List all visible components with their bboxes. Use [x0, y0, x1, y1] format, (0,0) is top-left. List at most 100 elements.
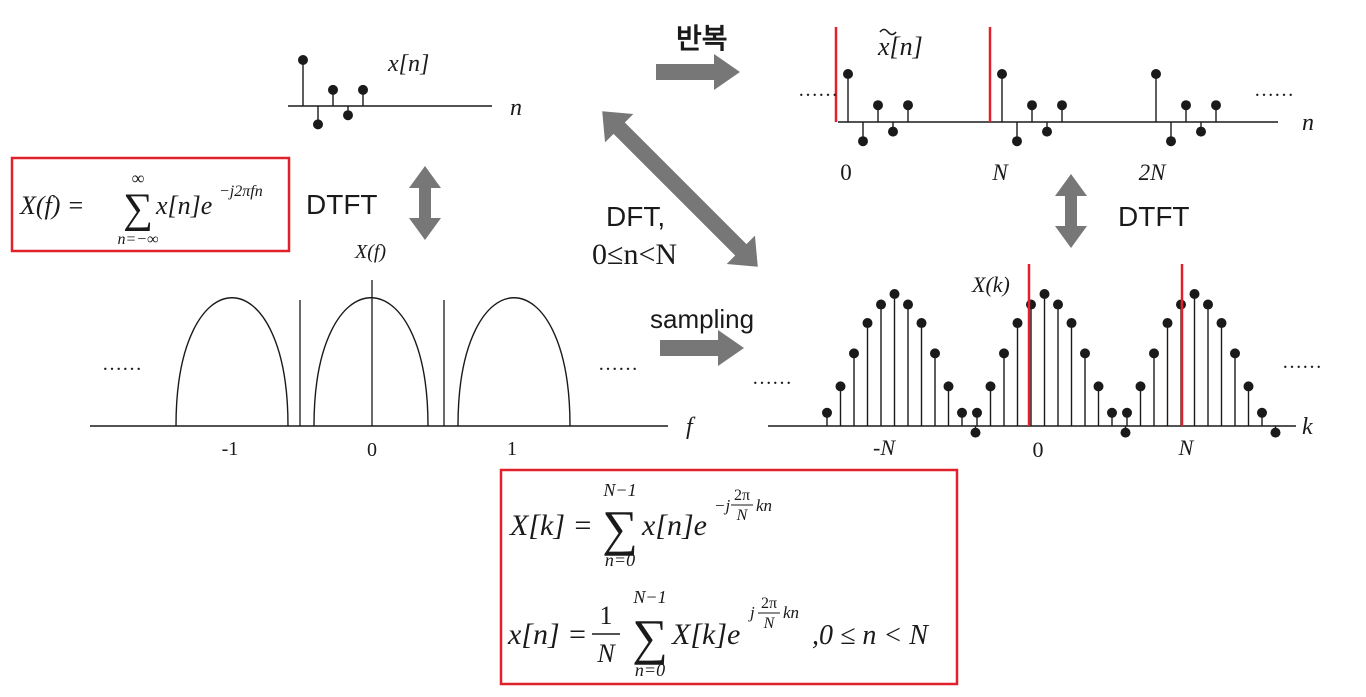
xk-stem-0-4 — [876, 299, 886, 426]
xtilde-dots-left: …… — [798, 79, 838, 101]
xtilde-tilde-mark — [879, 28, 897, 36]
dtft-right-label: DTFT — [1118, 201, 1190, 232]
dft-formula-body: x[n]e — [641, 509, 707, 542]
xn-stem-4 — [358, 84, 368, 106]
xn-panel: x[n] n — [288, 51, 522, 130]
idft-formula-lhs: x[n] = — [507, 618, 587, 651]
xk-stem-1-9 — [1093, 381, 1104, 426]
xk-stem-0-3 — [862, 318, 873, 426]
dft-exp-prefix: −j — [714, 496, 730, 515]
xk-stem-0-10 — [957, 407, 967, 426]
xtilde-dots-right: …… — [1254, 79, 1294, 101]
dtft-formula-exp: −j2πfn — [219, 183, 263, 200]
xtilde-stem-1-2 — [1027, 100, 1037, 122]
idft-exp-prefix: j — [748, 603, 755, 622]
dft-formula-lhs: X[k] = — [509, 509, 593, 542]
dtft-sum-lower: n=−∞ — [118, 231, 159, 248]
xn-label: x[n] — [387, 51, 429, 77]
xk-stem-2-7 — [1216, 318, 1227, 426]
dft-range-label: 0≤n<N — [592, 238, 677, 271]
xf-label: X(f) — [354, 241, 386, 263]
xk-dots-right: …… — [1282, 351, 1322, 373]
dft-exp-suffix: kn — [756, 496, 772, 515]
xtilde-label: x[n] — [877, 32, 923, 61]
xk-stem-1-0 — [972, 407, 982, 426]
xk-stem-0-8 — [930, 348, 940, 426]
dft-exp-den: N — [736, 507, 749, 524]
dtft-sum-sign: ∑ — [123, 186, 153, 232]
xk-stem-2-10 — [1257, 407, 1267, 426]
xk-stem-2-9 — [1243, 381, 1254, 426]
xn-stem-0 — [298, 55, 308, 106]
xtilde-stem-0-1 — [858, 122, 868, 147]
dft-sum-sign: ∑ — [602, 500, 638, 556]
xtilde-stem-1-3 — [1042, 122, 1052, 137]
idft-exp-den: N — [763, 615, 776, 632]
xtilde-stems — [843, 69, 1221, 147]
dtft-sum-upper: ∞ — [132, 168, 145, 188]
xtilde-stem-0-2 — [873, 100, 883, 122]
idft-frac-den: N — [596, 639, 616, 668]
xk-stem-2-11 — [1270, 426, 1281, 438]
idft-formula-body: X[k]e — [671, 618, 740, 651]
xtilde-panel: …… …… x[n] n 0 N 2N — [798, 27, 1314, 185]
xn-stem-3 — [343, 106, 353, 121]
xk-tick-0: 0 — [1033, 437, 1044, 462]
dft-diagonal-arrow — [602, 111, 758, 267]
dft-formula-box: X[k] = N−1 ∑ n=0 x[n]e −j 2π N kn x[n] =… — [499, 468, 959, 686]
xk-stem-0-9 — [943, 381, 954, 426]
xk-stem-1-1 — [985, 381, 996, 426]
xtilde-axis-label: n — [1302, 110, 1314, 136]
dtft-formula-body: x[n]e — [155, 191, 212, 220]
xf-lobe-0 — [313, 297, 429, 427]
xk-stem-0-6 — [903, 299, 913, 426]
idft-range: ,0 ≤ n < N — [812, 620, 929, 651]
xk-stems — [822, 289, 1281, 438]
xtilde-stem-2-0 — [1151, 69, 1161, 122]
xk-stem-1-2 — [999, 348, 1009, 426]
xtilde-stem-1-4 — [1057, 100, 1067, 122]
dft-exp-num: 2π — [734, 487, 750, 504]
xtilde-stem-2-1 — [1166, 122, 1176, 147]
repeat-arrow — [656, 54, 740, 90]
xf-lobe-1 — [457, 297, 571, 427]
xk-stem-2-0 — [1122, 407, 1132, 426]
dtft-formula-box: X(f) = ∞ ∑ n=−∞ x[n]e −j2πfn — [10, 156, 291, 253]
xf-tick-minus-1: -1 — [222, 438, 239, 460]
dtft-right-arrow — [1055, 174, 1087, 248]
dft-sum-lower: n=0 — [605, 550, 635, 570]
xk-stem-0-11 — [970, 426, 981, 438]
xtilde-stem-1-0 — [997, 69, 1007, 122]
xk-stem-2-8 — [1230, 348, 1240, 426]
xtilde-tick-n: N — [991, 160, 1009, 185]
xk-stem-2-6 — [1203, 299, 1213, 426]
dft-sum-upper: N−1 — [602, 480, 636, 500]
xf-tick-1: 1 — [507, 438, 517, 460]
xk-stem-1-10 — [1107, 407, 1117, 426]
xk-label: X(k) — [971, 272, 1010, 297]
xf-tick-0: 0 — [367, 439, 377, 461]
idft-sum-lower: n=0 — [635, 660, 665, 680]
xk-stem-0-5 — [889, 289, 900, 426]
xtilde-stem-0-3 — [888, 122, 898, 137]
dft-formula-border — [499, 468, 959, 686]
xk-stem-2-3 — [1162, 318, 1173, 426]
dtft-left-label: DTFT — [306, 189, 378, 220]
xtilde-stem-0-0 — [843, 69, 853, 122]
xk-axis-label: k — [1302, 414, 1313, 440]
xf-lobe-minus-1 — [175, 297, 289, 427]
xn-stem-2 — [328, 84, 338, 106]
xtilde-tick-2n: 2N — [1139, 160, 1168, 185]
xk-stem-1-4 — [1026, 299, 1036, 426]
xn-axis-label: n — [510, 95, 522, 121]
xk-stem-1-5 — [1039, 289, 1050, 426]
xtilde-stem-2-3 — [1196, 122, 1206, 137]
dtft-left-arrow — [409, 166, 441, 240]
xn-stems — [298, 55, 368, 130]
xtilde-stem-0-4 — [903, 100, 913, 122]
xk-tick-n: N — [1178, 435, 1195, 460]
dtft-formula-lhs: X(f) = — [19, 191, 84, 220]
xk-panel: X(k) …… …… k -N 0 N — [752, 264, 1322, 462]
idft-sum-sign: ∑ — [632, 609, 668, 665]
